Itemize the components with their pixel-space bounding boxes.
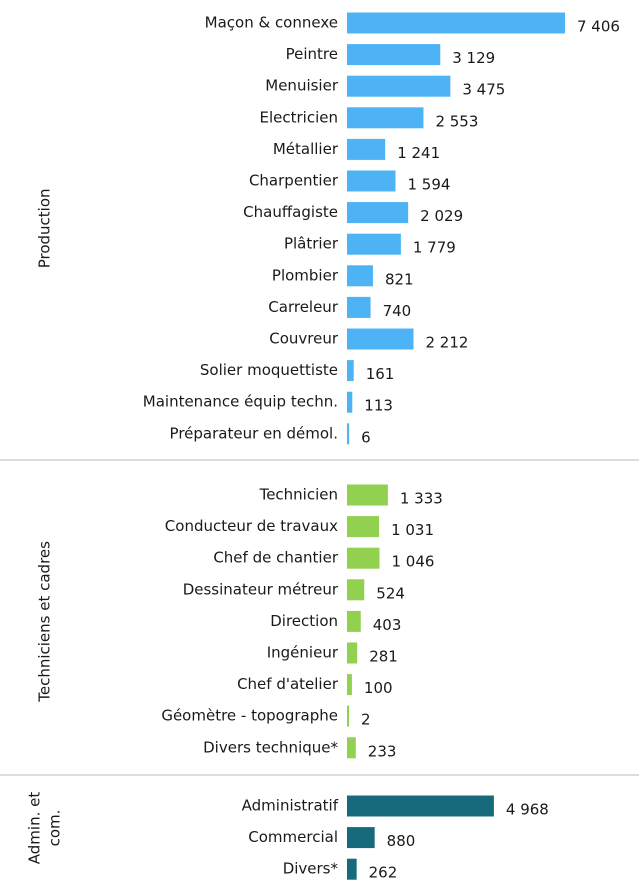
value-label: 1 031 xyxy=(391,521,434,539)
category-label: Plâtrier xyxy=(284,235,339,253)
bar xyxy=(347,233,401,255)
category-label: Maçon & connexe xyxy=(205,14,338,32)
bar xyxy=(347,705,350,727)
bar xyxy=(347,547,380,569)
bar xyxy=(347,44,441,66)
category-label: Peintre xyxy=(286,45,338,63)
value-label: 1 241 xyxy=(397,144,440,162)
bar xyxy=(347,391,353,413)
value-label: 3 475 xyxy=(462,81,505,99)
bar xyxy=(347,107,424,129)
bar xyxy=(347,138,386,160)
category-label: Ingénieur xyxy=(267,644,339,662)
bar xyxy=(347,75,451,97)
category-label: Métallier xyxy=(273,140,339,158)
category-label: Commercial xyxy=(248,828,338,846)
bar xyxy=(347,858,357,880)
bar xyxy=(347,328,414,350)
category-label: Technicien xyxy=(259,486,338,504)
value-label: 880 xyxy=(387,832,416,850)
value-label: 7 406 xyxy=(577,18,620,36)
bar xyxy=(347,296,371,318)
category-label: Plombier xyxy=(272,266,339,284)
value-label: 2 212 xyxy=(426,334,469,352)
value-label: 1 779 xyxy=(413,239,456,257)
value-label: 2 029 xyxy=(420,207,463,225)
bar xyxy=(347,484,388,506)
bar xyxy=(347,642,358,664)
bar xyxy=(347,360,354,382)
bar xyxy=(347,610,361,632)
bar xyxy=(347,170,396,192)
value-label: 2 553 xyxy=(435,112,478,130)
category-label: Administratif xyxy=(242,797,339,815)
value-label: 403 xyxy=(373,616,402,634)
category-label: Couvreur xyxy=(269,330,339,348)
category-label: Solier moquettiste xyxy=(200,361,338,379)
group-label: com. xyxy=(46,810,64,847)
category-label: Chauffagiste xyxy=(243,203,338,221)
bar xyxy=(347,516,380,538)
category-label: Chef de chantier xyxy=(213,549,339,567)
category-label: Direction xyxy=(270,612,338,630)
value-label: 281 xyxy=(369,648,398,666)
value-label: 1 333 xyxy=(400,490,443,508)
group-label: Production xyxy=(36,188,54,268)
value-label: 740 xyxy=(383,302,412,320)
bar xyxy=(347,202,409,224)
bar xyxy=(347,737,356,759)
value-label: 2 xyxy=(361,711,371,729)
value-label: 100 xyxy=(364,679,393,697)
value-label: 161 xyxy=(366,365,395,383)
category-label: Conducteur de travaux xyxy=(165,517,338,535)
category-label: Préparateur en démol. xyxy=(170,424,338,442)
category-label: Electricien xyxy=(260,108,339,126)
category-label: Divers* xyxy=(283,860,339,878)
category-label: Chef d'atelier xyxy=(237,675,339,693)
value-label: 233 xyxy=(368,742,397,760)
category-label: Dessinateur métreur xyxy=(183,580,339,598)
category-label: Carreleur xyxy=(268,298,339,316)
bar xyxy=(347,423,350,445)
value-label: 1 046 xyxy=(392,553,435,571)
group-label: Admin. et xyxy=(26,792,44,865)
group-label: Techniciens et cadres xyxy=(36,541,54,703)
value-label: 3 129 xyxy=(452,49,495,67)
bar xyxy=(347,795,494,817)
category-label: Menuisier xyxy=(265,77,339,95)
value-label: 4 968 xyxy=(506,801,549,819)
value-label: 1 594 xyxy=(407,176,450,194)
bar xyxy=(347,674,352,696)
category-label: Maintenance équip techn. xyxy=(143,393,338,411)
value-label: 821 xyxy=(385,270,414,288)
value-label: 6 xyxy=(361,428,371,446)
category-label: Divers technique* xyxy=(203,738,338,756)
value-label: 262 xyxy=(369,864,398,880)
bar xyxy=(347,827,375,849)
bar xyxy=(347,12,565,34)
category-label: Charpentier xyxy=(249,172,339,190)
category-label: Géomètre - topographe xyxy=(161,707,338,725)
value-label: 524 xyxy=(376,584,405,602)
bar xyxy=(347,579,365,601)
bar xyxy=(347,265,373,287)
value-label: 113 xyxy=(364,397,393,415)
